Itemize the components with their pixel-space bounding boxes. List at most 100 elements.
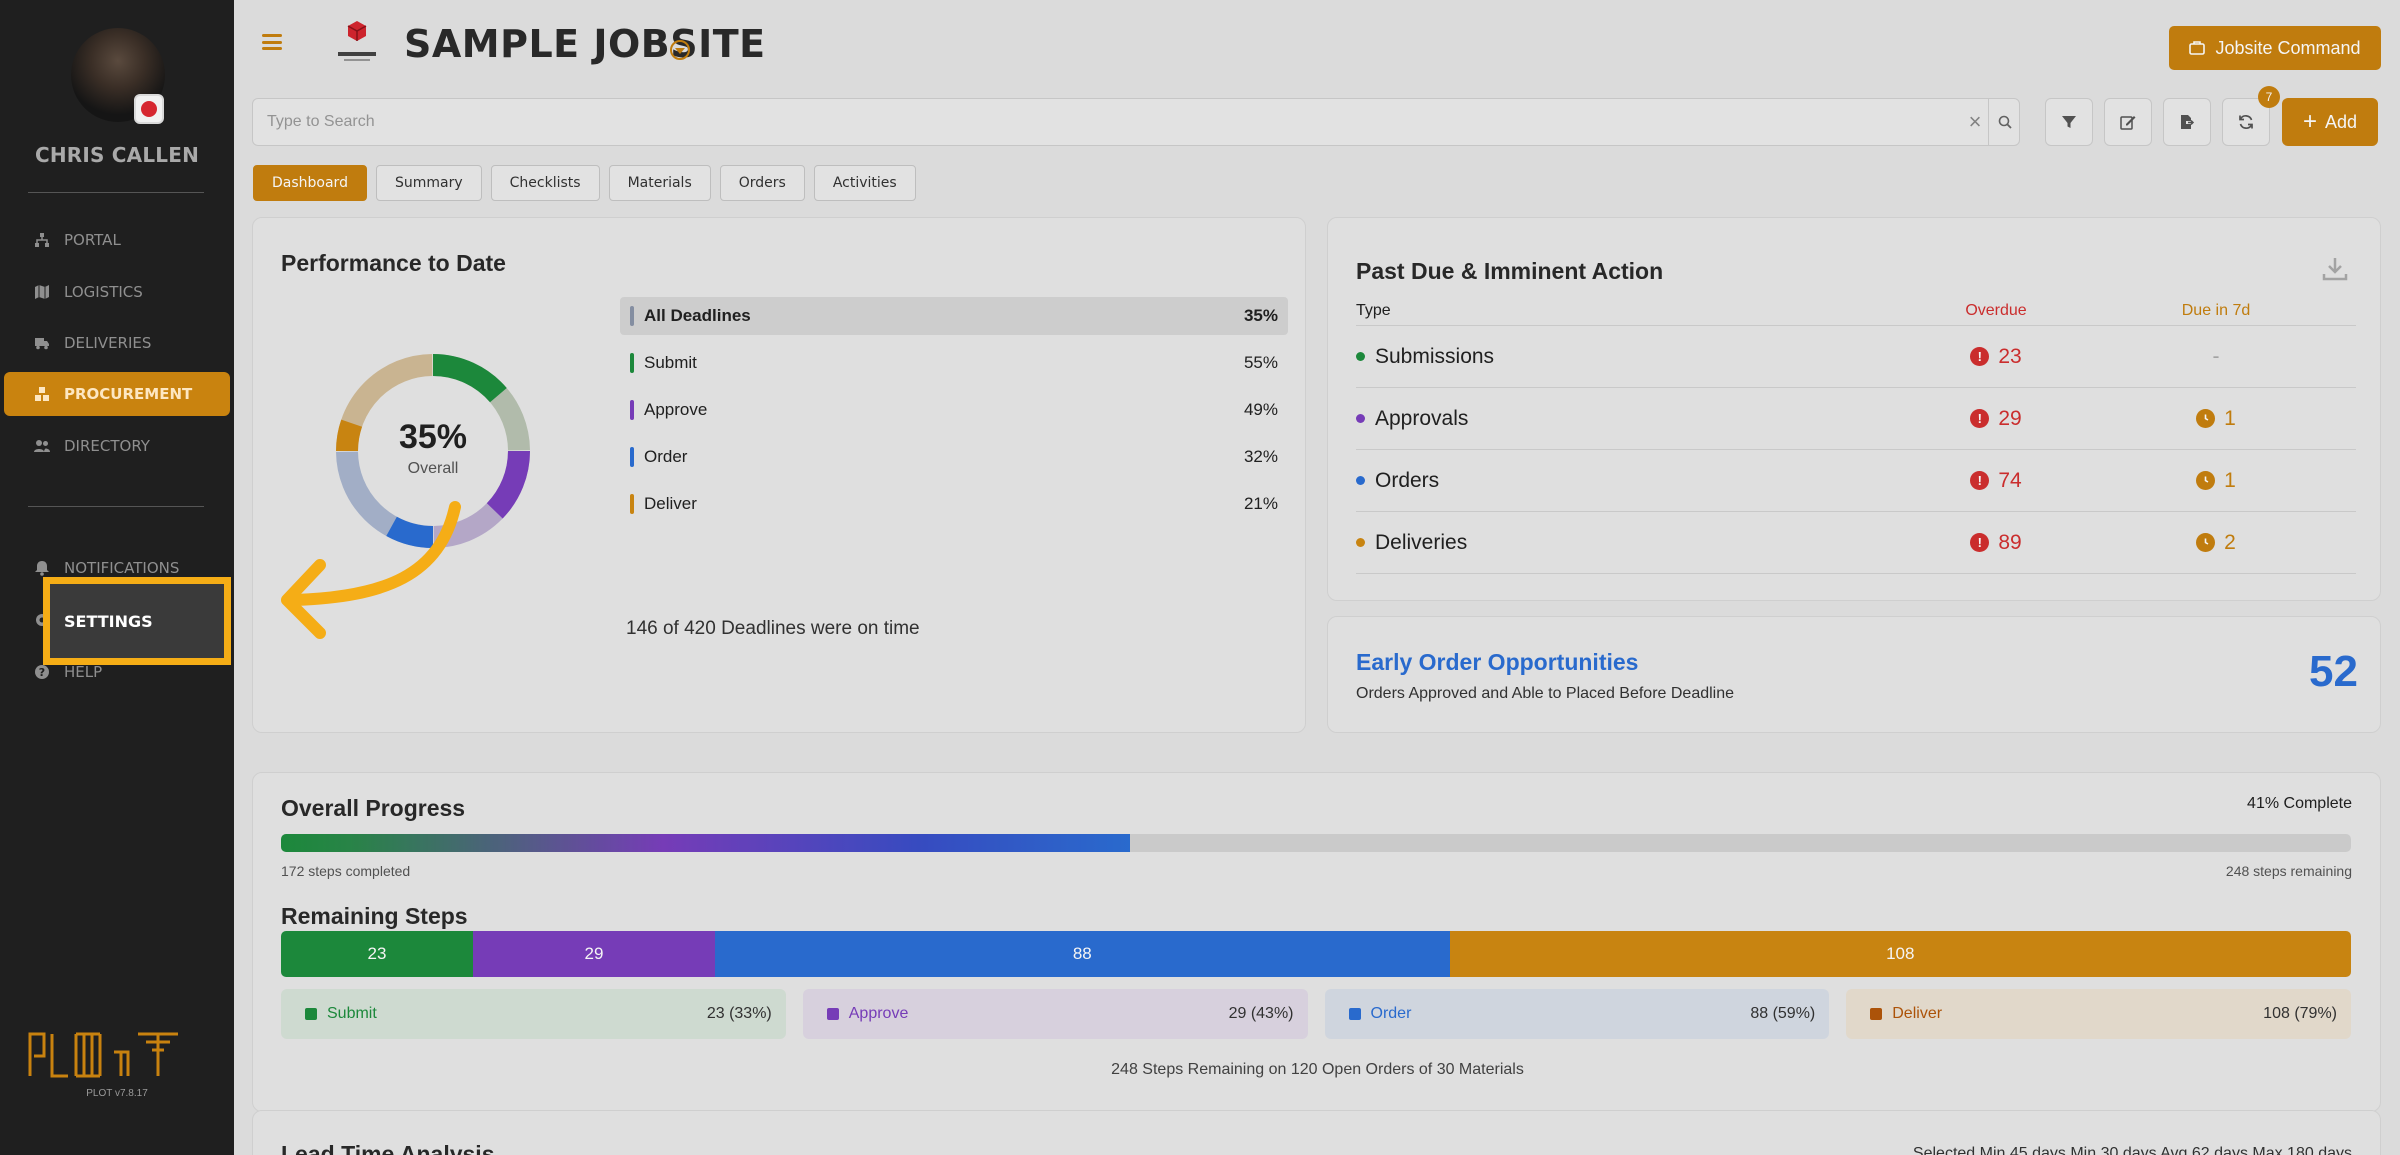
progress-fill xyxy=(281,834,1130,852)
nav-item-settings[interactable]: SETTINGS xyxy=(43,577,231,665)
tab-bar: Dashboard Summary Checklists Materials O… xyxy=(253,165,916,201)
nav-label: HELP xyxy=(64,663,103,681)
question-icon: ? xyxy=(34,664,50,680)
refresh-button[interactable] xyxy=(2222,98,2270,146)
table-row[interactable]: Approvals ! 29 1 xyxy=(1356,388,2356,450)
nav-item-help[interactable]: ? HELP xyxy=(4,650,230,694)
sidebar-divider xyxy=(28,192,204,193)
table-row[interactable]: Deliveries ! 89 2 xyxy=(1356,512,2356,574)
remaining-steps-title: Remaining Steps xyxy=(281,903,468,929)
svg-text:?: ? xyxy=(39,666,45,679)
status-dot xyxy=(1356,538,1365,547)
nav-item-deliveries[interactable]: DELIVERIES xyxy=(4,321,230,365)
alert-icon: ! xyxy=(1970,533,1990,552)
chevron-down-icon[interactable] xyxy=(670,40,690,60)
segment-submit[interactable]: 23 xyxy=(281,931,473,977)
search-bar: × xyxy=(252,98,2020,146)
menu-icon[interactable] xyxy=(262,34,282,50)
nav-item-procurement[interactable]: PROCUREMENT xyxy=(4,372,230,416)
bell-icon xyxy=(34,560,50,576)
tab-activities[interactable]: Activities xyxy=(813,165,916,201)
segment-order[interactable]: 88 xyxy=(715,931,1450,977)
filter-button[interactable] xyxy=(2045,98,2093,146)
performance-legend: All Deadlines 35% Submit 55% Approve 49%… xyxy=(620,297,1288,532)
nav-item-notifications[interactable]: NOTIFICATIONS xyxy=(4,546,230,590)
col-type-header: Type xyxy=(1356,301,1391,319)
legend-order[interactable]: Order 88 (59%) xyxy=(1324,989,1830,1039)
legend-deliver[interactable]: Deliver 108 (79%) xyxy=(1846,989,2351,1039)
perf-row-pct: 32% xyxy=(1243,447,1278,466)
nav-item-portal[interactable]: PORTAL xyxy=(4,218,230,262)
series-color-bar xyxy=(630,494,634,514)
row-due7: 1 xyxy=(2224,406,2236,430)
series-color-bar xyxy=(630,353,634,373)
tab-checklists[interactable]: Checklists xyxy=(490,165,600,201)
perf-row-deliver[interactable]: Deliver 21% xyxy=(620,485,1288,523)
perf-row-submit[interactable]: Submit 55% xyxy=(620,344,1288,382)
close-icon[interactable]: × xyxy=(1968,109,1982,134)
perf-row-label: Approve xyxy=(644,400,708,419)
remaining-steps-legend: Submit 23 (33%) Approve 29 (43%) Order 8… xyxy=(281,989,2351,1039)
table-row[interactable]: Submissions ! 23 - xyxy=(1356,326,2356,388)
perf-row-all-deadlines[interactable]: All Deadlines 35% xyxy=(620,297,1288,335)
segment-approve[interactable]: 29 xyxy=(472,931,716,977)
past-due-table: Type Overdue Due in 7d Submissions ! 23 -… xyxy=(1356,296,2356,574)
jobsite-command-button[interactable]: Jobsite Command xyxy=(2169,26,2381,70)
legend-swatch xyxy=(1348,1008,1361,1020)
legend-swatch xyxy=(826,1008,839,1020)
nav-item-directory[interactable]: DIRECTORY xyxy=(4,424,230,468)
perf-row-order[interactable]: Order 32% xyxy=(620,438,1288,476)
perf-row-pct: 21% xyxy=(1243,494,1278,513)
map-icon xyxy=(34,284,50,300)
segment-deliver[interactable]: 108 xyxy=(1449,931,2351,977)
early-order-card[interactable]: Early Order Opportunities Orders Approve… xyxy=(1327,616,2381,733)
file-export-icon xyxy=(2181,115,2195,129)
progress-bar xyxy=(281,834,2351,852)
clock-icon xyxy=(2196,471,2216,490)
legend-count: 88 (59%) xyxy=(1750,1005,1816,1022)
clock-icon xyxy=(2196,533,2216,552)
sidebar: CHRIS CALLEN PORTAL LOGISTICS DELIVERIES… xyxy=(0,0,234,1155)
edit-button[interactable] xyxy=(2104,98,2152,146)
row-type: Deliveries xyxy=(1375,530,1468,554)
nav-label: PORTAL xyxy=(64,231,121,249)
nav-item-logistics[interactable]: LOGISTICS xyxy=(4,270,230,314)
sidebar-divider xyxy=(28,506,204,507)
tab-materials[interactable]: Materials xyxy=(608,165,711,201)
perf-row-label: Submit xyxy=(644,353,697,372)
plot-logo xyxy=(28,1032,178,1078)
search-input[interactable] xyxy=(267,99,1917,145)
row-due7: 2 xyxy=(2224,530,2236,554)
legend-count: 23 (33%) xyxy=(706,1005,772,1022)
lead-time-title: Lead Time Analysis xyxy=(281,1141,495,1155)
overall-progress-card: Overall Progress 41% Complete 172 steps … xyxy=(252,772,2381,1112)
series-color-bar xyxy=(630,400,634,420)
download-icon[interactable] xyxy=(2320,254,2350,284)
early-order-count: 52 xyxy=(2309,647,2358,696)
alert-icon: ! xyxy=(1970,347,1990,366)
legend-submit[interactable]: Submit 23 (33%) xyxy=(281,989,786,1039)
refresh-icon xyxy=(2239,115,2253,129)
site-title: SAMPLE JOBSITE xyxy=(404,22,766,66)
perf-row-approve[interactable]: Approve 49% xyxy=(620,391,1288,429)
edit-icon xyxy=(2120,116,2136,130)
legend-label: Deliver xyxy=(1892,1005,1943,1022)
nav-label: DIRECTORY xyxy=(64,437,150,455)
jobsite-command-label: Jobsite Command xyxy=(2215,37,2361,58)
export-button[interactable] xyxy=(2163,98,2211,146)
nav-label: DELIVERIES xyxy=(64,334,152,352)
tab-dashboard[interactable]: Dashboard xyxy=(253,165,367,201)
early-order-title[interactable]: Early Order Opportunities xyxy=(1356,649,1639,675)
donut-segment-approve xyxy=(486,450,530,519)
legend-approve[interactable]: Approve 29 (43%) xyxy=(802,989,1308,1039)
settings-label: SETTINGS xyxy=(64,611,153,631)
table-row[interactable]: Orders ! 74 1 xyxy=(1356,450,2356,512)
add-button[interactable]: + Add xyxy=(2282,98,2378,146)
tab-summary[interactable]: Summary xyxy=(375,165,482,201)
search-icon[interactable] xyxy=(1988,99,2020,145)
status-dot xyxy=(1356,476,1365,485)
legend-label: Order xyxy=(1370,1005,1412,1022)
tab-orders[interactable]: Orders xyxy=(719,165,805,201)
overall-percent: 35% xyxy=(398,418,468,456)
lead-time-info: Selected Min 45 days Min 30 days Avg 62 … xyxy=(1912,1145,2352,1155)
